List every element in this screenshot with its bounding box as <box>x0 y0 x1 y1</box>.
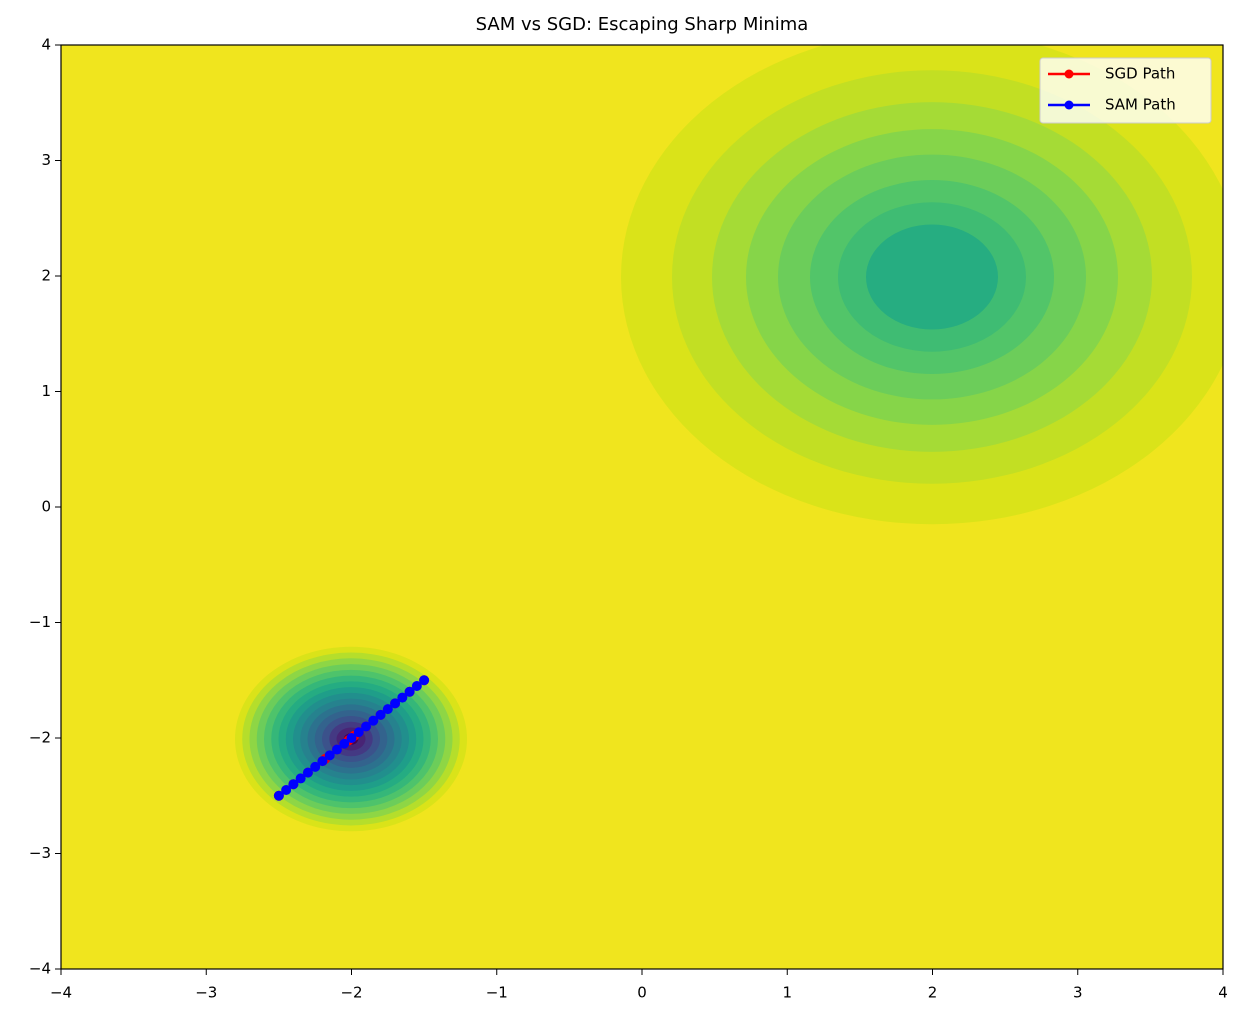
legend-marker <box>1064 69 1074 79</box>
paths <box>273 675 430 801</box>
legend-label: SAM Path <box>1105 96 1176 114</box>
path-point <box>324 750 335 761</box>
y-tick-label: 2 <box>41 267 51 285</box>
loss-surface <box>61 45 1223 969</box>
x-tick-label: 1 <box>782 984 792 1002</box>
y-tick-label: 4 <box>41 36 51 54</box>
x-tick-label: 3 <box>1073 984 1083 1002</box>
path-point <box>281 784 292 795</box>
y-tick-label: 3 <box>41 151 51 169</box>
path-point <box>288 779 299 790</box>
x-tick-label: 2 <box>928 984 938 1002</box>
path-point <box>295 773 306 784</box>
x-tick-label: 0 <box>637 984 647 1002</box>
path-point <box>317 756 328 767</box>
contour-band <box>866 224 998 330</box>
path-point <box>331 744 342 755</box>
y-tick-label: 1 <box>41 382 51 400</box>
path-point <box>339 738 350 749</box>
x-tick-label: 4 <box>1218 984 1228 1002</box>
path-point <box>353 727 364 738</box>
path-point <box>382 704 393 715</box>
path-point <box>361 721 372 732</box>
path-point <box>302 767 313 778</box>
path-point <box>368 715 379 726</box>
legend-label: SGD Path <box>1105 65 1175 83</box>
path-point <box>411 681 422 692</box>
path-point <box>390 698 401 709</box>
path-point <box>375 709 386 720</box>
path-point <box>404 686 415 697</box>
chart-title: SAM vs SGD: Escaping Sharp Minima <box>476 14 809 35</box>
legend-marker <box>1064 100 1074 110</box>
x-tick-label: −2 <box>340 984 362 1002</box>
y-tick-label: −4 <box>29 960 51 978</box>
y-tick-label: −2 <box>29 729 51 747</box>
path-point <box>346 733 357 743</box>
y-tick-label: 0 <box>41 498 51 516</box>
y-tick-label: −3 <box>29 844 51 862</box>
x-tick-label: −3 <box>195 984 217 1002</box>
path-point <box>310 761 321 772</box>
path-point <box>419 675 430 686</box>
x-tick-label: −4 <box>50 984 72 1002</box>
x-tick-label: −1 <box>486 984 508 1002</box>
path-point <box>397 692 408 703</box>
y-tick-label: −1 <box>29 613 51 631</box>
path-point <box>273 790 284 801</box>
